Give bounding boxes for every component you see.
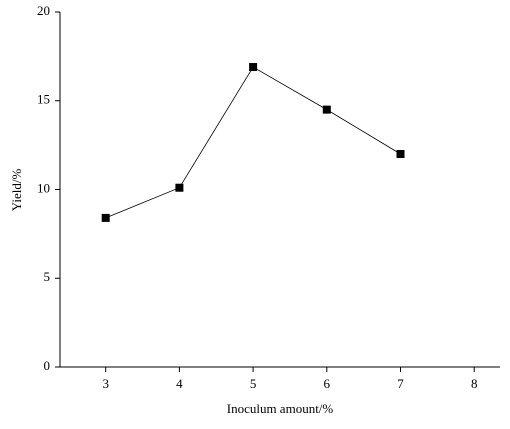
x-tick-label: 4 bbox=[176, 376, 183, 391]
x-tick-label: 8 bbox=[471, 376, 478, 391]
y-tick-label: 5 bbox=[44, 269, 51, 284]
x-axis-label: Inoculum amount/% bbox=[227, 401, 334, 416]
y-tick-label: 20 bbox=[37, 3, 50, 18]
y-tick-label: 10 bbox=[37, 180, 50, 195]
y-axis-label: Yield/% bbox=[9, 169, 24, 212]
x-tick-label: 7 bbox=[397, 376, 404, 391]
x-tick-label: 3 bbox=[102, 376, 109, 391]
point-marker bbox=[396, 150, 405, 158]
x-tick-label: 6 bbox=[324, 376, 331, 391]
series-line bbox=[105, 66, 401, 219]
x-tick-label: 5 bbox=[250, 376, 257, 391]
point-marker bbox=[322, 105, 331, 114]
y-tick-label: 15 bbox=[37, 92, 50, 107]
point-marker bbox=[249, 63, 258, 72]
y-tick-label: 0 bbox=[44, 358, 51, 373]
point-marker bbox=[175, 183, 184, 192]
point-marker bbox=[101, 213, 110, 222]
